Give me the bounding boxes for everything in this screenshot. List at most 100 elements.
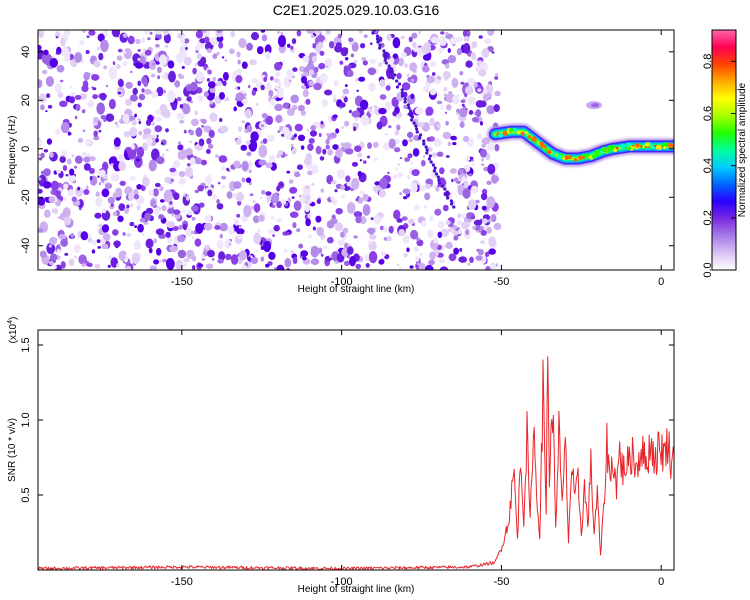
noise-speckle bbox=[246, 42, 254, 51]
noise-speckle bbox=[300, 76, 308, 84]
noise-speckle bbox=[422, 54, 432, 61]
noise-speckle bbox=[363, 34, 368, 38]
noise-speckle bbox=[122, 50, 127, 54]
noise-speckle bbox=[258, 159, 267, 166]
noise-speckle bbox=[91, 74, 100, 81]
noise-speckle bbox=[452, 142, 457, 146]
noise-streak-dot bbox=[375, 37, 380, 41]
noise-speckle bbox=[224, 239, 232, 249]
noise-speckle bbox=[194, 63, 198, 67]
noise-speckle bbox=[216, 51, 220, 56]
noise-speckle bbox=[165, 128, 169, 133]
noise-speckle bbox=[55, 210, 59, 214]
noise-speckle bbox=[367, 155, 370, 159]
noise-speckle bbox=[150, 133, 157, 139]
noise-speckle bbox=[148, 159, 157, 172]
noise-speckle bbox=[226, 167, 230, 172]
noise-speckle bbox=[290, 45, 294, 50]
noise-speckle bbox=[271, 192, 280, 204]
noise-speckle bbox=[399, 192, 402, 195]
noise-speckle bbox=[156, 247, 162, 256]
noise-speckle bbox=[456, 48, 462, 56]
noise-speckle bbox=[178, 74, 185, 80]
noise-speckle bbox=[94, 212, 102, 219]
noise-speckle bbox=[251, 89, 256, 96]
noise-speckle bbox=[480, 193, 488, 201]
noise-speckle bbox=[118, 250, 126, 261]
noise-speckle bbox=[191, 216, 196, 221]
noise-speckle bbox=[307, 170, 313, 176]
noise-speckle bbox=[345, 175, 351, 183]
noise-speckle bbox=[273, 267, 278, 270]
noise-speckle bbox=[394, 130, 400, 136]
noise-speckle bbox=[237, 126, 243, 132]
noise-speckle bbox=[423, 205, 427, 209]
noise-speckle bbox=[78, 254, 87, 265]
noise-speckle bbox=[283, 248, 288, 253]
noise-speckle bbox=[369, 58, 376, 64]
noise-speckle bbox=[284, 153, 288, 157]
noise-speckle bbox=[487, 30, 495, 36]
noise-speckle bbox=[487, 163, 496, 175]
noise-streak-dot bbox=[452, 205, 456, 209]
noise-speckle bbox=[55, 36, 59, 39]
noise-speckle bbox=[77, 186, 80, 191]
noise-speckle bbox=[260, 140, 263, 145]
noise-speckle bbox=[186, 96, 192, 102]
noise-streak-dot bbox=[382, 49, 386, 53]
noise-speckle bbox=[443, 87, 448, 92]
noise-speckle bbox=[40, 152, 45, 159]
noise-speckle bbox=[154, 125, 163, 133]
noise-speckle bbox=[397, 172, 403, 179]
noise-speckle bbox=[154, 208, 161, 216]
noise-speckle bbox=[233, 106, 237, 112]
noise-speckle bbox=[440, 31, 445, 35]
noise-speckle bbox=[183, 129, 187, 134]
noise-streak-dot bbox=[441, 184, 445, 188]
colorbar-tick-label: 0.2 bbox=[702, 210, 714, 225]
noise-speckle bbox=[348, 37, 354, 42]
noise-speckle bbox=[67, 158, 72, 165]
noise-speckle bbox=[54, 190, 62, 198]
noise-speckle bbox=[385, 85, 391, 91]
noise-speckle bbox=[459, 169, 464, 174]
noise-speckle bbox=[189, 157, 196, 166]
noise-speckle bbox=[208, 173, 211, 177]
noise-speckle bbox=[71, 154, 75, 158]
noise-speckle bbox=[200, 56, 207, 66]
noise-speckle bbox=[137, 49, 141, 52]
noise-speckle bbox=[215, 154, 219, 158]
noise-speckle bbox=[306, 30, 315, 35]
noise-speckle bbox=[201, 118, 207, 124]
snr-y-axis: 0.5 1.0 1.5 bbox=[20, 337, 674, 503]
noise-speckle bbox=[422, 65, 430, 73]
noise-speckle bbox=[38, 188, 43, 194]
noise-speckle bbox=[342, 88, 350, 95]
noise-speckle bbox=[461, 213, 466, 219]
noise-speckle bbox=[185, 148, 193, 156]
noise-speckle bbox=[304, 214, 309, 220]
noise-speckle bbox=[219, 92, 225, 100]
noise-speckle bbox=[261, 113, 268, 119]
noise-speckle bbox=[461, 221, 470, 230]
noise-speckle bbox=[195, 50, 199, 53]
noise-speckle bbox=[222, 80, 227, 87]
noise-speckle bbox=[436, 76, 442, 80]
noise-speckle bbox=[53, 264, 57, 270]
noise-speckle bbox=[445, 220, 451, 225]
noise-speckle bbox=[221, 165, 226, 171]
noise-speckle bbox=[228, 242, 232, 246]
noise-speckle bbox=[203, 222, 213, 231]
noise-speckle bbox=[333, 80, 339, 87]
noise-speckle bbox=[414, 72, 417, 76]
noise-speckle bbox=[275, 114, 283, 124]
noise-speckle bbox=[241, 120, 245, 124]
noise-speckle bbox=[491, 214, 497, 221]
noise-speckle bbox=[122, 33, 128, 38]
noise-streak-dot bbox=[445, 193, 449, 197]
noise-speckle bbox=[273, 224, 280, 232]
noise-speckle bbox=[220, 185, 226, 189]
noise-speckle bbox=[411, 78, 415, 82]
noise-speckle bbox=[494, 90, 501, 97]
noise-speckle bbox=[222, 71, 229, 81]
